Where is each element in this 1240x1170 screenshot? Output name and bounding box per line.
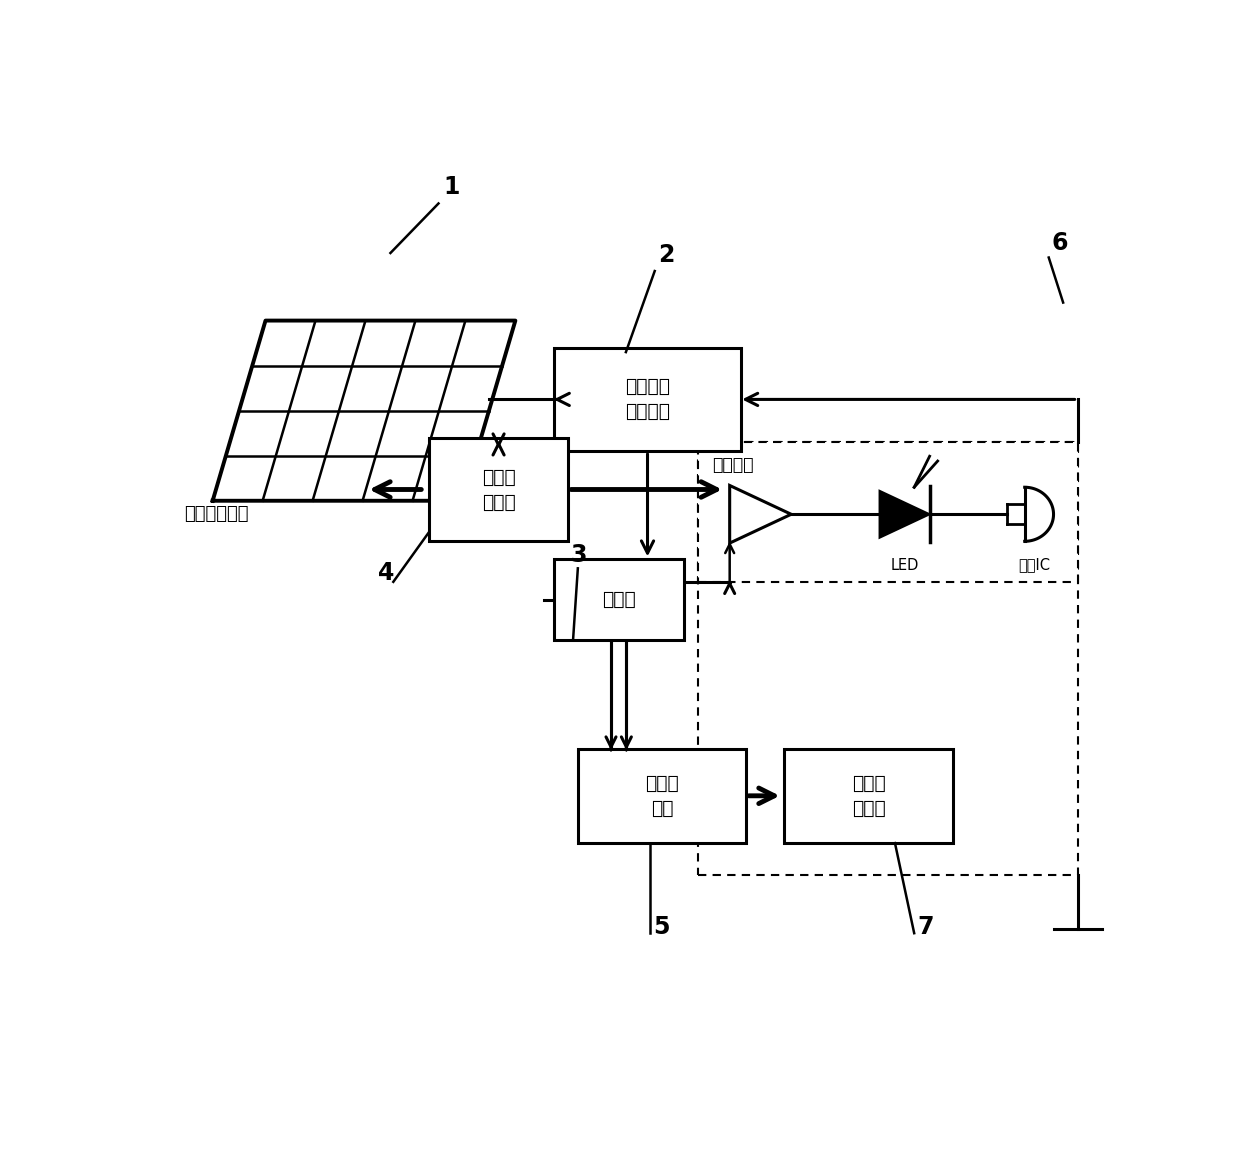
- Text: 5: 5: [652, 915, 670, 938]
- Text: 2: 2: [658, 242, 675, 267]
- Text: 4: 4: [378, 560, 394, 585]
- Text: 智能控
制器: 智能控 制器: [645, 773, 678, 818]
- Text: 电子开关: 电子开关: [712, 456, 754, 474]
- Text: 6: 6: [1052, 230, 1068, 255]
- Bar: [785, 749, 952, 844]
- Bar: [698, 442, 1078, 581]
- Text: 语音IC: 语音IC: [1018, 558, 1050, 572]
- Polygon shape: [879, 491, 930, 538]
- Text: 监测显
示部分: 监测显 示部分: [852, 773, 885, 818]
- Text: LED: LED: [890, 558, 919, 572]
- Text: 3: 3: [570, 543, 587, 566]
- Bar: [554, 347, 742, 452]
- Bar: [429, 438, 568, 542]
- Text: 智能充电
控制电路: 智能充电 控制电路: [625, 378, 670, 421]
- Bar: [578, 749, 746, 844]
- Text: 太阳能电池组: 太阳能电池组: [184, 505, 248, 523]
- Text: 蓄电池: 蓄电池: [601, 591, 636, 610]
- Text: 7: 7: [918, 915, 934, 938]
- Text: 1: 1: [444, 176, 460, 199]
- Text: 检测采
样电路: 检测采 样电路: [481, 468, 516, 511]
- Bar: [698, 442, 1078, 875]
- Bar: [554, 559, 683, 640]
